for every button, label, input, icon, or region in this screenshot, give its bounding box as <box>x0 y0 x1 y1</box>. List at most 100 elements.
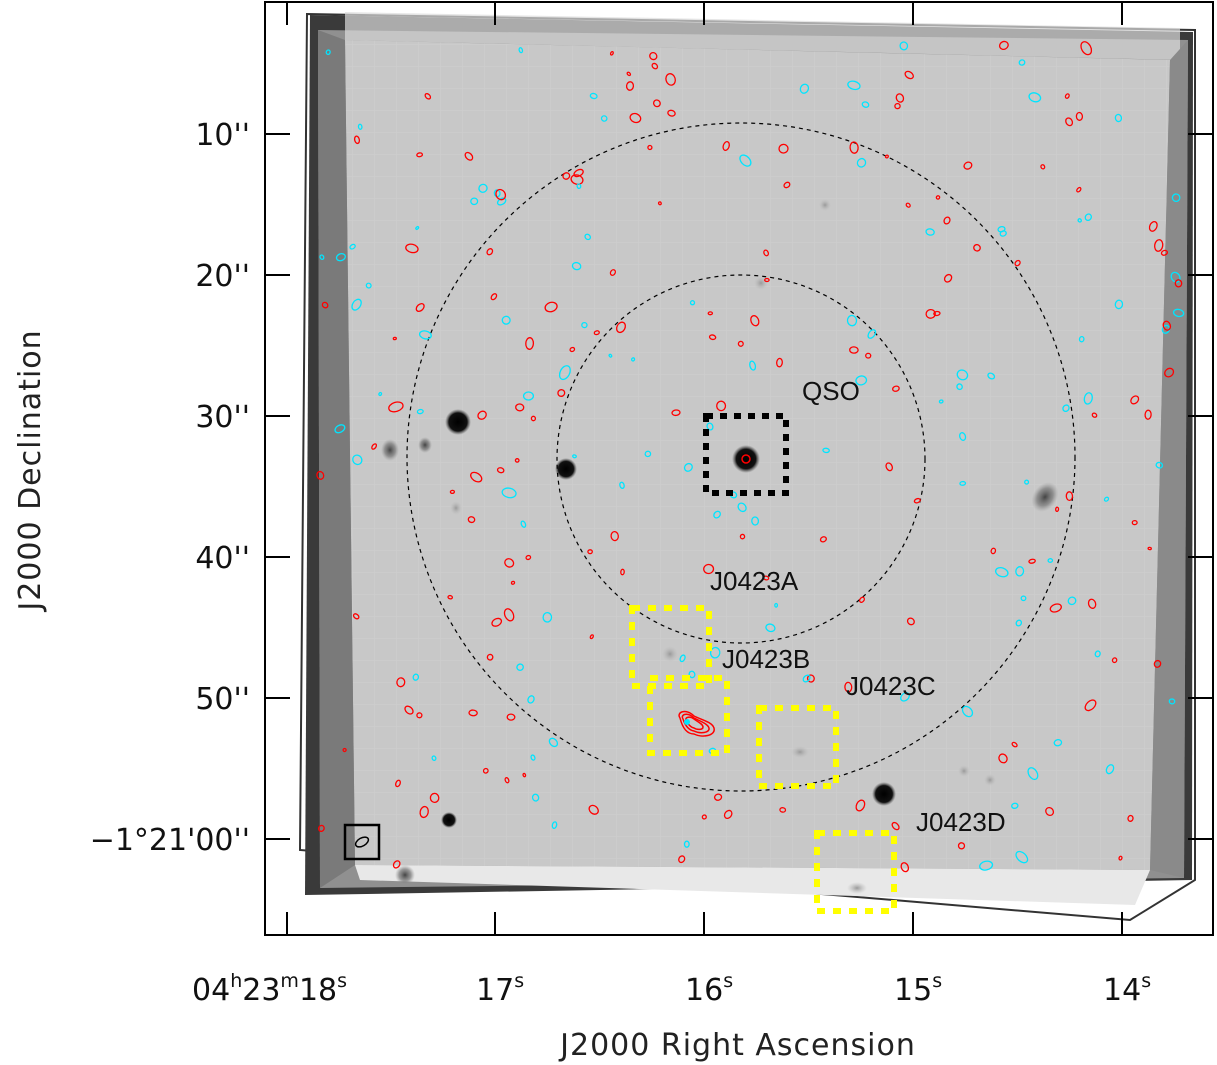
contour-loop <box>342 747 347 753</box>
contour-loop <box>900 862 910 873</box>
contour-loop <box>510 580 516 585</box>
contour-loop <box>319 254 325 260</box>
contour-loop <box>822 447 830 454</box>
contour-loop <box>973 243 981 252</box>
contour-loop <box>416 712 423 719</box>
contour-loop <box>1160 249 1168 256</box>
contour-loop <box>861 101 870 108</box>
contour-loop <box>990 547 997 555</box>
contour-loop <box>1153 239 1164 252</box>
contour-loop <box>525 554 532 561</box>
contour-loop <box>588 804 599 815</box>
x-axis <box>286 2 1123 935</box>
contour-loop <box>562 172 571 180</box>
contour-loop <box>925 228 935 236</box>
contour-loop <box>396 677 406 688</box>
contour-loop <box>683 462 693 472</box>
contour-loop <box>959 432 967 441</box>
contour-loop <box>895 93 905 103</box>
contour-loop <box>913 497 921 504</box>
contour-loop <box>447 594 454 600</box>
contour-loop <box>1015 850 1029 864</box>
contour-loop <box>626 71 632 77</box>
contour-loop <box>778 143 789 154</box>
contour-loop <box>1168 698 1176 705</box>
contour-loop <box>1045 806 1055 817</box>
contour-loop <box>943 216 951 225</box>
contour-loop <box>751 516 760 526</box>
contour-loop <box>1078 335 1085 343</box>
contour-loop <box>464 151 474 161</box>
contour-loop <box>493 189 501 198</box>
contour-loop <box>486 653 494 661</box>
faint-source <box>791 746 809 758</box>
contour-loop <box>867 329 877 339</box>
contour-loop <box>1162 320 1172 331</box>
inner-circle <box>556 274 926 644</box>
beam-ellipse <box>354 836 370 848</box>
sources <box>381 199 1059 894</box>
contour-loop <box>620 568 625 576</box>
contour-loop <box>1111 657 1118 664</box>
contour-loop <box>1028 558 1036 564</box>
contour-loop <box>1084 213 1092 222</box>
contour-loop <box>855 375 868 386</box>
contour-loop <box>490 293 498 301</box>
contour-loop <box>1015 566 1025 577</box>
contour-loop <box>491 617 503 627</box>
contour-loop <box>1114 113 1123 123</box>
contour-loop <box>609 50 614 56</box>
contour-loop <box>412 673 420 681</box>
contour-loop <box>706 422 714 431</box>
contour-loop <box>589 92 598 100</box>
highlight-boxes <box>629 605 897 914</box>
contour-loop <box>703 563 715 575</box>
contour-loop <box>644 450 652 458</box>
contour-loop <box>516 663 524 671</box>
contour-loop <box>708 334 717 341</box>
contour-loop <box>689 300 696 306</box>
contour-loop <box>943 273 953 283</box>
contour-loop <box>819 536 827 543</box>
contour-loop <box>515 403 525 412</box>
contour-loop <box>548 737 559 748</box>
contour-loop <box>765 623 776 633</box>
contour-loop <box>608 353 613 358</box>
contour-loop <box>321 301 329 309</box>
x-axis-title: J2000 Right Ascension <box>558 1028 916 1063</box>
contour-loop <box>593 330 600 336</box>
contour-loop <box>1067 596 1077 606</box>
contour-loop <box>1049 603 1062 613</box>
contour-loop <box>885 462 893 472</box>
contour-loop <box>998 40 1009 50</box>
contour-loop <box>1172 308 1185 318</box>
contour-loop <box>1065 117 1074 127</box>
contour-loop <box>1083 392 1093 405</box>
contour-loop <box>1105 764 1115 775</box>
contour-loop <box>1091 412 1098 418</box>
galaxy <box>418 437 432 453</box>
x-tick-label: 15s <box>894 970 942 1008</box>
faint-source <box>958 765 970 777</box>
contour-loop <box>987 372 996 380</box>
bright-star <box>872 782 896 806</box>
contour-loop <box>737 340 744 347</box>
contour-loop <box>522 391 535 401</box>
bright-star <box>441 812 457 828</box>
contour-loop <box>392 860 401 869</box>
contour-loop <box>520 520 527 528</box>
contour-loop <box>799 83 810 94</box>
y-tick-label: 30'' <box>195 400 250 435</box>
contour-loop <box>619 481 625 489</box>
contour-loop <box>470 197 479 206</box>
contour-loop <box>1094 650 1101 658</box>
contour-loop <box>504 777 510 784</box>
contour-loop <box>352 454 363 466</box>
contour-loop <box>776 357 783 368</box>
contour-loop <box>1174 279 1183 288</box>
contour-loop <box>1011 802 1019 809</box>
contour-loop <box>1131 519 1138 526</box>
image-light-wedge-bottom <box>355 865 1150 905</box>
contour-loop <box>963 161 973 170</box>
